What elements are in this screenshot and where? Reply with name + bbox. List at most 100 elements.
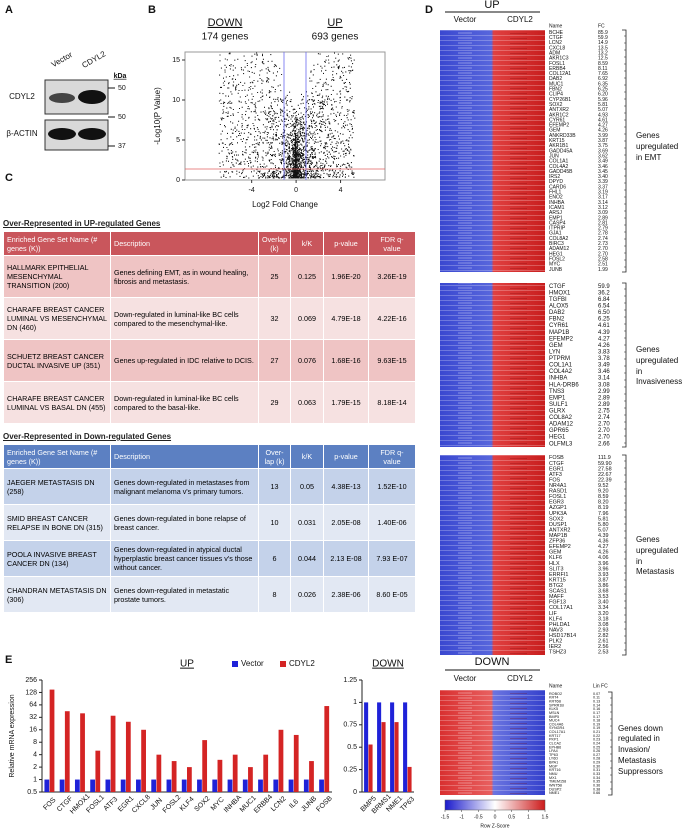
gene-name: EFEMP2 xyxy=(549,123,569,129)
fold-change: 2.58 xyxy=(598,256,608,262)
fold-change: 2.74 xyxy=(598,415,610,421)
fold-change: 3.08 xyxy=(598,382,610,388)
bar xyxy=(202,740,208,792)
gene-name: JUN xyxy=(549,153,559,159)
x-tick-label: JUNB xyxy=(300,795,318,813)
table-cell: 32 xyxy=(258,297,291,340)
fold-change: 3.37 xyxy=(598,184,608,190)
volcano-title: UP xyxy=(327,17,342,29)
column-header: Name xyxy=(549,23,563,29)
fold-change: 6.35 xyxy=(598,81,608,87)
fold-change: 0.38 xyxy=(593,787,600,791)
bar xyxy=(187,767,192,792)
group-annotation: Genes upregulated in Invasiveness xyxy=(636,345,682,387)
y-tick-label: 0 xyxy=(353,789,357,796)
gene-name: EFEMP2 xyxy=(549,336,574,342)
gene-name: TP63 xyxy=(549,753,558,757)
fold-change: 2.56 xyxy=(598,644,609,650)
bar xyxy=(151,779,157,792)
gene-name: FOSB xyxy=(549,455,564,461)
table-cell: 29 xyxy=(258,381,291,424)
gene-name: TSHZ3 xyxy=(549,650,566,656)
fold-change: 111.9 xyxy=(598,455,611,461)
gene-name: EFEMP2 xyxy=(549,544,571,550)
fold-change: 0.13 xyxy=(593,700,600,704)
gene-name: AKR1C2 xyxy=(549,112,569,118)
gene-name: LYN xyxy=(549,349,560,355)
fold-change: 0.16 xyxy=(593,707,600,711)
fold-change: 85.9 xyxy=(598,30,608,36)
gene-name: ENO2 xyxy=(549,195,563,201)
table-row: CHARAFE BREAST CANCER LUMINAL VS MESENCH… xyxy=(3,297,416,340)
group-label: Vector xyxy=(454,15,477,24)
x-tick-label: FOSB xyxy=(315,795,334,814)
fold-change: 3.34 xyxy=(598,605,609,611)
panel-label: B xyxy=(148,4,156,16)
x-tick-label: ERBB4 xyxy=(253,794,274,815)
table-cell: 9.63E-15 xyxy=(368,339,416,382)
gene-name: GEM xyxy=(549,550,562,556)
gene-name: LCN2 xyxy=(549,40,562,46)
y-tick-label: 32 xyxy=(29,714,37,721)
fold-change: 4.27 xyxy=(598,123,608,129)
gene-name: SCAS1 xyxy=(549,589,567,595)
table-header: Enriched Gene Set Name (# genes (K)) Desc… xyxy=(3,231,416,256)
table-cell: CHARAFE BREAST CANCER LUMINAL VS BASAL D… xyxy=(3,381,111,424)
gene-name: NMU xyxy=(549,772,558,776)
gene-name: MYC xyxy=(549,262,561,268)
bracket xyxy=(622,454,627,656)
gene-name: GPR65 xyxy=(549,428,569,434)
header-cell: p-value xyxy=(323,231,369,256)
table-row: CHARAFE BREAST CANCER LUMINAL VS BASAL D… xyxy=(3,381,416,424)
fold-change: 0.18 xyxy=(593,719,600,723)
fold-change: 3.87 xyxy=(598,577,609,583)
fold-change: 13.2 xyxy=(598,50,608,56)
column-header: FC xyxy=(598,23,605,29)
gene-name: EGR1 xyxy=(549,466,564,472)
fold-change: 4.39 xyxy=(598,330,610,336)
fold-change: 3.49 xyxy=(598,363,610,369)
bar xyxy=(110,715,116,792)
gene-name: CYP26B1 xyxy=(549,97,571,103)
gene-name: EPHB6 xyxy=(549,745,561,749)
fold-change: 3.39 xyxy=(598,179,608,185)
table-cell: 4.79E-18 xyxy=(323,297,369,340)
gene-name: CYR61 xyxy=(549,117,565,123)
gene-name: PHLDA1 xyxy=(549,622,570,628)
fold-change: 2.66 xyxy=(598,441,610,447)
table-cell: 25 xyxy=(258,255,291,298)
fold-change: 3.08 xyxy=(598,622,609,628)
colorbar-tick-label: 1.5 xyxy=(542,814,549,820)
gene-name: GEM xyxy=(549,343,563,349)
y-tick-label: 1 xyxy=(353,699,357,706)
gene-name: KLF6 xyxy=(549,555,562,561)
gene-name: ERBB4 xyxy=(549,66,566,72)
fold-change: 3.99 xyxy=(598,133,608,139)
header-cell: FDR q-value xyxy=(368,231,416,256)
fold-change: 2.89 xyxy=(598,402,610,408)
panel-label: A xyxy=(5,4,13,16)
gene-name: DAB2 xyxy=(549,310,565,316)
gene-name: MAP1B xyxy=(549,533,568,539)
y-tick-label: 0 xyxy=(176,177,180,184)
gene-name: KRT16 xyxy=(549,768,561,772)
gene-name: KLK5 xyxy=(549,707,558,711)
bracket xyxy=(622,29,627,273)
table-cell: 8 xyxy=(258,576,291,613)
table-cell: Genes down-regulated in atypical ductal … xyxy=(110,540,259,577)
x-tick-label: FOSL2 xyxy=(162,794,183,815)
fold-change: 2.79 xyxy=(598,226,608,232)
bar xyxy=(95,750,101,792)
fold-change: 2.89 xyxy=(598,215,608,221)
fold-change: 3.14 xyxy=(598,376,610,382)
table-cell: SMID BREAST CANCER RELAPSE IN BONE DN (3… xyxy=(3,504,111,541)
fold-change: 3.46 xyxy=(598,164,608,170)
marker-label: 50 xyxy=(118,114,126,121)
bar xyxy=(227,779,233,792)
gene-name: UPK3A xyxy=(549,511,567,517)
fold-change: 2.99 xyxy=(598,389,610,395)
table-row: JAEGER METASTASIS DN (258) Genes down-reg… xyxy=(3,468,416,505)
fold-change: 2.93 xyxy=(598,627,609,633)
gene-name: COL4A6 xyxy=(549,722,563,726)
chart-title: DOWN xyxy=(372,659,404,670)
